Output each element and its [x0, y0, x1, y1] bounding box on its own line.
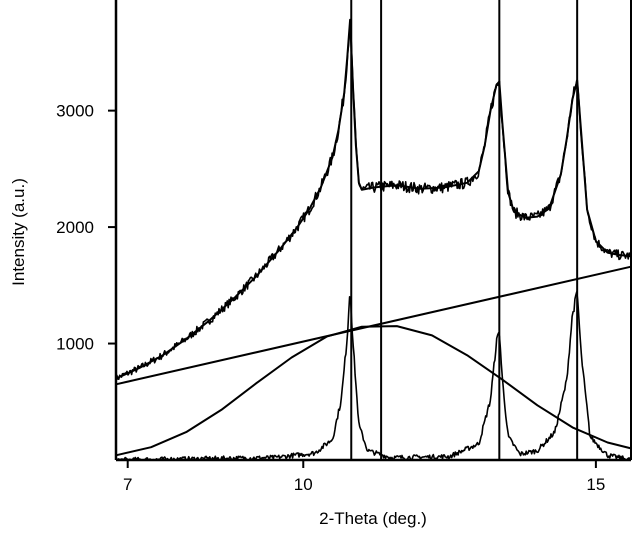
vertical-reference-lines [350, 0, 579, 460]
series-fitted-profile [115, 18, 632, 380]
series-sharp-peak-components [115, 291, 632, 461]
tick-layer: 1000 2000 3000 7 10 15 [56, 102, 605, 494]
series-layer [115, 18, 632, 461]
series-observed-pattern [115, 22, 632, 382]
series-broad-amorphous-component [115, 325, 632, 457]
y-axis-label: Intensity (a.u.) [9, 178, 28, 286]
y-tick-label-2000: 2000 [56, 218, 94, 237]
x-tick-label-10: 10 [294, 475, 313, 494]
axes-frame [114, 0, 632, 462]
y-tick-label-1000: 1000 [56, 335, 94, 354]
y-tick-label-3000: 3000 [56, 102, 94, 121]
x-tick-label-15: 15 [586, 475, 605, 494]
x-tick-label-7: 7 [123, 475, 132, 494]
x-axis-label: 2-Theta (deg.) [319, 509, 427, 528]
